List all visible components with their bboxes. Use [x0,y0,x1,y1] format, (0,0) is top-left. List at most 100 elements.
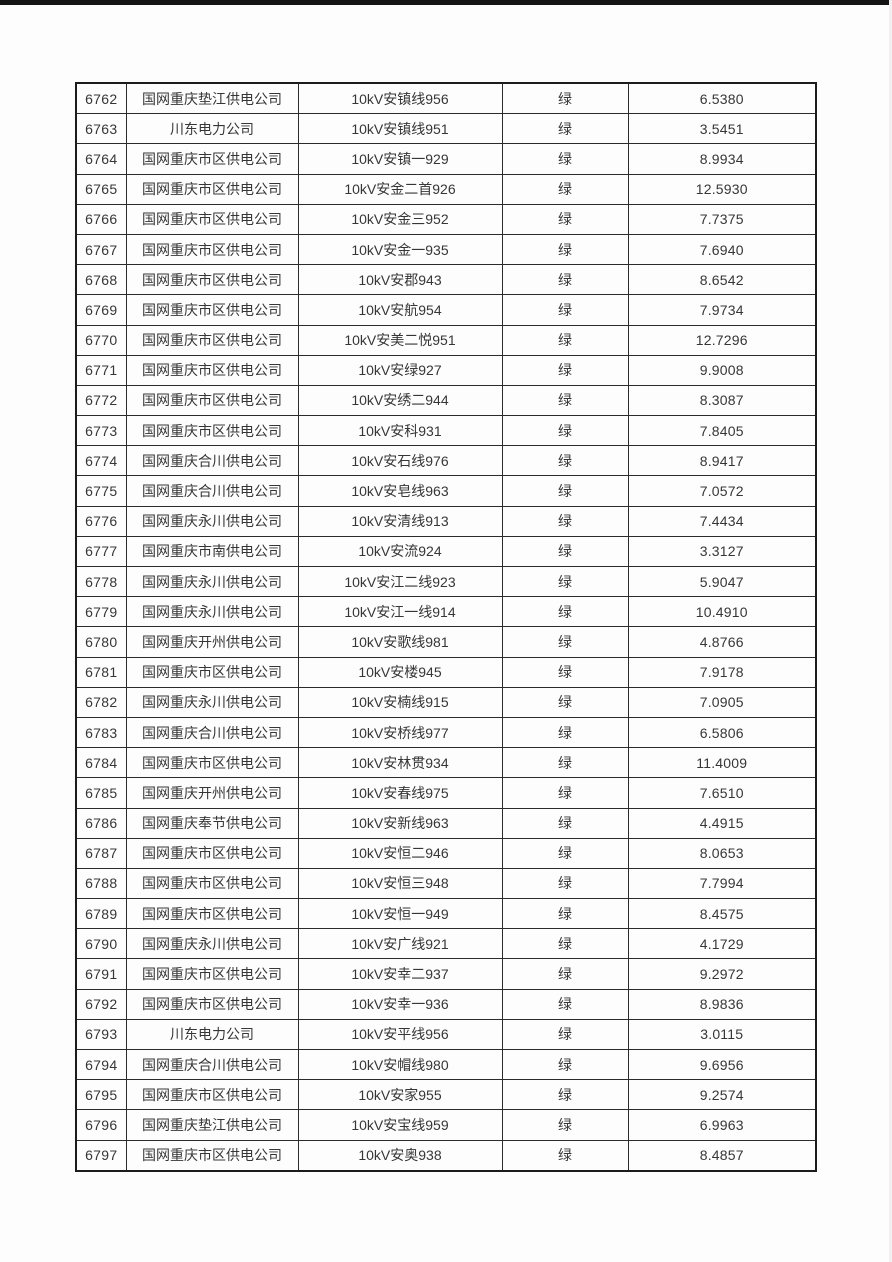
table-row: 6795 国网重庆市区供电公司 10kV安家955 绿 9.2574 [75,1079,817,1111]
line-name-cell: 10kV安桥线977 [297,716,503,749]
company-cell: 国网重庆永川供电公司 [125,928,299,960]
row-id-cell: 6782 [75,686,127,718]
company-cell: 国网重庆市区供电公司 [125,294,299,326]
status-cell: 绿 [501,535,629,568]
scan-top-edge [0,0,892,5]
table-row: 6764 国网重庆市区供电公司 10kV安镇一929 绿 8.9934 [75,143,817,175]
table-row: 6791 国网重庆市区供电公司 10kV安幸二937 绿 9.2972 [75,958,817,990]
row-id-cell: 6788 [75,867,127,900]
value-cell: 8.9934 [627,143,817,175]
row-id-cell: 6789 [75,898,127,930]
line-name-cell: 10kV安流924 [297,535,503,568]
row-id-cell: 6792 [75,988,127,1020]
row-id-cell: 6790 [75,928,127,960]
line-name-cell: 10kV安恒二946 [297,837,503,869]
table-row: 6770 国网重庆市区供电公司 10kV安美二悦951 绿 12.7296 [75,324,817,356]
table-row: 6773 国网重庆市区供电公司 10kV安科931 绿 7.8405 [75,415,817,447]
line-name-cell: 10kV安皂线963 [297,475,503,507]
status-cell: 绿 [501,415,629,447]
value-cell: 6.5806 [627,716,817,749]
company-cell: 国网重庆市区供电公司 [125,898,299,930]
line-name-cell: 10kV安绣二944 [297,384,503,417]
row-id-cell: 6786 [75,807,127,839]
company-cell: 国网重庆市区供电公司 [125,988,299,1020]
company-cell: 国网重庆市区供电公司 [125,747,299,779]
company-cell: 国网重庆奉节供电公司 [125,807,299,839]
table-row: 6779 国网重庆永川供电公司 10kV安江一线914 绿 10.4910 [75,596,817,628]
company-cell: 国网重庆市区供电公司 [125,324,299,356]
value-cell: 7.7375 [627,203,817,235]
line-name-cell: 10kV安家955 [297,1079,503,1111]
status-cell: 绿 [501,656,629,688]
table-row: 6771 国网重庆市区供电公司 10kV安绿927 绿 9.9008 [75,354,817,386]
table-row: 6796 国网重庆垫江供电公司 10kV安宝线959 绿 6.9963 [75,1109,817,1141]
status-cell: 绿 [501,596,629,628]
row-id-cell: 6781 [75,656,127,688]
status-cell: 绿 [501,294,629,326]
line-name-cell: 10kV安平线956 [297,1018,503,1051]
row-id-cell: 6778 [75,565,127,598]
line-name-cell: 10kV安恒三948 [297,867,503,900]
status-cell: 绿 [501,958,629,990]
status-cell: 绿 [501,143,629,175]
table-row: 6781 国网重庆市区供电公司 10kV安楼945 绿 7.9178 [75,656,817,688]
company-cell: 川东电力公司 [125,113,299,145]
row-id-cell: 6766 [75,203,127,235]
table-row: 6778 国网重庆永川供电公司 10kV安江二线923 绿 5.9047 [75,565,817,598]
value-cell: 7.7994 [627,867,817,900]
status-cell: 绿 [501,82,629,115]
company-cell: 国网重庆垫江供电公司 [125,82,299,115]
status-cell: 绿 [501,173,629,205]
table-row: 6794 国网重庆合川供电公司 10kV安帽线980 绿 9.6956 [75,1048,817,1081]
value-cell: 7.9178 [627,656,817,688]
value-cell: 12.7296 [627,324,817,356]
row-id-cell: 6784 [75,747,127,779]
company-cell: 国网重庆市区供电公司 [125,143,299,175]
status-cell: 绿 [501,988,629,1020]
table-row: 6775 国网重庆合川供电公司 10kV安皂线963 绿 7.0572 [75,475,817,507]
status-cell: 绿 [501,475,629,507]
table-row: 6793 川东电力公司 10kV安平线956 绿 3.0115 [75,1018,817,1051]
company-cell: 国网重庆市区供电公司 [125,1079,299,1111]
table-row: 6766 国网重庆市区供电公司 10kV安金三952 绿 7.7375 [75,203,817,235]
table-row: 6777 国网重庆市南供电公司 10kV安流924 绿 3.3127 [75,535,817,568]
line-name-cell: 10kV安广线921 [297,928,503,960]
row-id-cell: 6770 [75,324,127,356]
value-cell: 8.9836 [627,988,817,1020]
table-row: 6789 国网重庆市区供电公司 10kV安恒一949 绿 8.4575 [75,898,817,930]
row-id-cell: 6772 [75,384,127,417]
status-cell: 绿 [501,384,629,417]
line-name-cell: 10kV安绿927 [297,354,503,386]
line-name-cell: 10kV安石线976 [297,445,503,477]
status-cell: 绿 [501,686,629,718]
company-cell: 国网重庆市区供电公司 [125,867,299,900]
row-id-cell: 6768 [75,264,127,296]
row-id-cell: 6780 [75,626,127,658]
table-row: 6790 国网重庆永川供电公司 10kV安广线921 绿 4.1729 [75,928,817,960]
row-id-cell: 6794 [75,1048,127,1081]
table-row: 6782 国网重庆永川供电公司 10kV安楠线915 绿 7.0905 [75,686,817,718]
value-cell: 9.9008 [627,354,817,386]
line-table-body: 6762 国网重庆垫江供电公司 10kV安镇线956 绿 6.5380 6763 川东电力公… [75,82,817,1172]
company-cell: 国网重庆永川供电公司 [125,686,299,718]
table-row: 6763 川东电力公司 10kV安镇线951 绿 3.5451 [75,113,817,145]
company-cell: 国网重庆永川供电公司 [125,596,299,628]
company-cell: 国网重庆市区供电公司 [125,203,299,235]
line-name-cell: 10kV安科931 [297,415,503,447]
company-cell: 国网重庆合川供电公司 [125,1048,299,1081]
line-name-cell: 10kV安恒一949 [297,898,503,930]
value-cell: 3.0115 [627,1018,817,1051]
status-cell: 绿 [501,1109,629,1141]
row-id-cell: 6774 [75,445,127,477]
value-cell: 8.9417 [627,445,817,477]
row-id-cell: 6776 [75,505,127,537]
value-cell: 12.5930 [627,173,817,205]
line-name-cell: 10kV安林贯934 [297,747,503,779]
table-row: 6787 国网重庆市区供电公司 10kV安恒二946 绿 8.0653 [75,837,817,869]
table-row: 6788 国网重庆市区供电公司 10kV安恒三948 绿 7.7994 [75,867,817,900]
line-name-cell: 10kV安金一935 [297,233,503,266]
status-cell: 绿 [501,354,629,386]
line-name-cell: 10kV安清线913 [297,505,503,537]
line-name-cell: 10kV安宝线959 [297,1109,503,1141]
value-cell: 6.5380 [627,82,817,115]
